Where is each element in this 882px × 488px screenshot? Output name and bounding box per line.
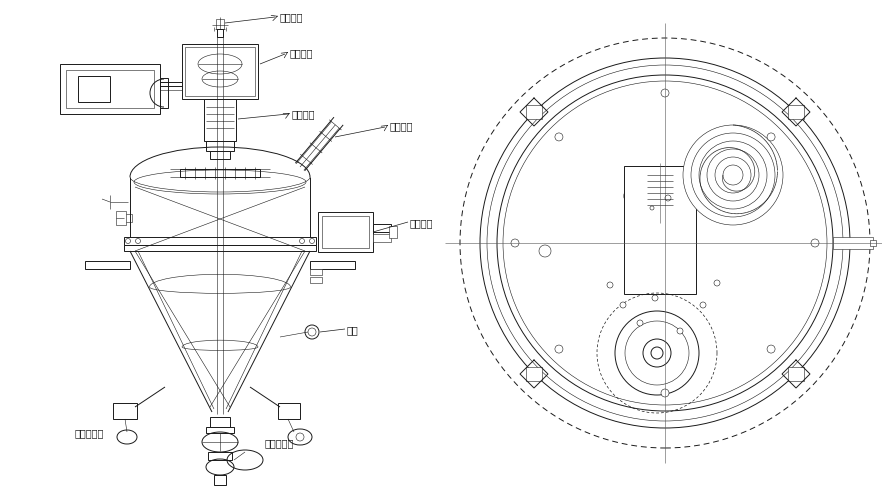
Bar bbox=[60, 65, 160, 115]
Circle shape bbox=[637, 320, 643, 326]
Bar bbox=[124, 215, 132, 223]
Circle shape bbox=[643, 339, 671, 367]
Circle shape bbox=[715, 158, 751, 194]
Text: 气锤: 气锤 bbox=[347, 325, 359, 334]
Circle shape bbox=[296, 433, 304, 441]
Bar bbox=[124, 238, 316, 245]
Circle shape bbox=[650, 250, 670, 270]
Circle shape bbox=[700, 303, 706, 308]
Circle shape bbox=[656, 257, 664, 264]
Circle shape bbox=[511, 240, 519, 247]
Text: 真空反吹: 真空反吹 bbox=[390, 121, 414, 131]
Circle shape bbox=[707, 150, 759, 202]
Circle shape bbox=[665, 196, 671, 202]
Bar bbox=[647, 172, 673, 216]
Bar bbox=[160, 79, 168, 109]
Bar bbox=[322, 217, 369, 248]
Bar bbox=[389, 226, 397, 239]
Bar bbox=[180, 170, 260, 178]
Bar bbox=[66, 71, 154, 109]
Circle shape bbox=[308, 328, 316, 336]
Bar bbox=[208, 452, 232, 460]
Bar bbox=[214, 475, 226, 485]
Bar bbox=[644, 169, 676, 219]
Text: 料温变送器: 料温变送器 bbox=[75, 427, 104, 437]
Bar bbox=[318, 213, 373, 252]
Circle shape bbox=[136, 239, 140, 244]
Circle shape bbox=[671, 239, 679, 246]
Circle shape bbox=[723, 165, 743, 185]
Circle shape bbox=[652, 295, 658, 302]
Bar bbox=[210, 417, 230, 427]
Bar bbox=[216, 20, 224, 30]
Bar bbox=[870, 241, 876, 246]
Bar bbox=[204, 100, 236, 142]
Text: 混合搅拌: 混合搅拌 bbox=[410, 218, 433, 227]
Circle shape bbox=[767, 134, 775, 142]
Text: 真空取样器: 真空取样器 bbox=[265, 437, 295, 447]
Bar bbox=[182, 45, 258, 100]
Bar bbox=[624, 167, 696, 294]
Bar bbox=[642, 222, 678, 231]
Bar bbox=[210, 152, 230, 160]
Circle shape bbox=[811, 240, 819, 247]
Circle shape bbox=[310, 239, 315, 244]
Circle shape bbox=[460, 39, 870, 448]
Bar bbox=[310, 278, 322, 284]
Circle shape bbox=[620, 303, 626, 308]
Bar bbox=[310, 262, 355, 269]
Circle shape bbox=[650, 206, 654, 210]
Bar bbox=[217, 30, 223, 38]
Circle shape bbox=[503, 82, 827, 405]
Circle shape bbox=[607, 283, 613, 288]
Circle shape bbox=[300, 239, 304, 244]
Circle shape bbox=[615, 311, 699, 395]
Circle shape bbox=[714, 281, 720, 286]
Circle shape bbox=[683, 126, 783, 225]
Bar bbox=[206, 142, 234, 152]
Bar bbox=[85, 262, 130, 269]
Bar bbox=[185, 48, 255, 97]
Circle shape bbox=[691, 134, 775, 218]
Circle shape bbox=[636, 237, 684, 285]
Bar bbox=[526, 106, 542, 120]
Text: 机械密封: 机械密封 bbox=[292, 109, 316, 119]
Circle shape bbox=[661, 389, 669, 397]
Circle shape bbox=[624, 189, 640, 204]
Bar bbox=[788, 106, 804, 120]
Bar bbox=[373, 224, 391, 232]
Bar bbox=[113, 403, 137, 419]
Circle shape bbox=[767, 346, 775, 353]
Circle shape bbox=[661, 90, 669, 98]
Bar bbox=[526, 367, 542, 381]
Circle shape bbox=[480, 59, 850, 428]
Bar bbox=[278, 403, 300, 419]
Bar bbox=[124, 245, 316, 251]
Circle shape bbox=[628, 228, 692, 292]
Bar bbox=[206, 427, 234, 433]
Circle shape bbox=[487, 66, 843, 421]
Bar bbox=[310, 269, 322, 275]
Circle shape bbox=[539, 245, 551, 258]
Bar bbox=[116, 212, 126, 225]
Circle shape bbox=[555, 134, 563, 142]
Circle shape bbox=[627, 192, 637, 202]
Circle shape bbox=[677, 328, 683, 334]
Circle shape bbox=[651, 347, 663, 359]
Bar bbox=[638, 219, 682, 235]
Circle shape bbox=[125, 239, 131, 244]
Text: 旋转接头: 旋转接头 bbox=[280, 12, 303, 22]
Circle shape bbox=[639, 251, 645, 258]
Text: 传动结构: 传动结构 bbox=[290, 48, 313, 58]
Circle shape bbox=[497, 76, 833, 411]
Bar bbox=[373, 235, 391, 243]
Bar bbox=[78, 77, 110, 103]
Circle shape bbox=[555, 346, 563, 353]
Circle shape bbox=[305, 325, 319, 339]
Bar bbox=[788, 367, 804, 381]
Circle shape bbox=[625, 321, 689, 385]
Bar bbox=[833, 238, 873, 249]
Circle shape bbox=[699, 142, 767, 209]
